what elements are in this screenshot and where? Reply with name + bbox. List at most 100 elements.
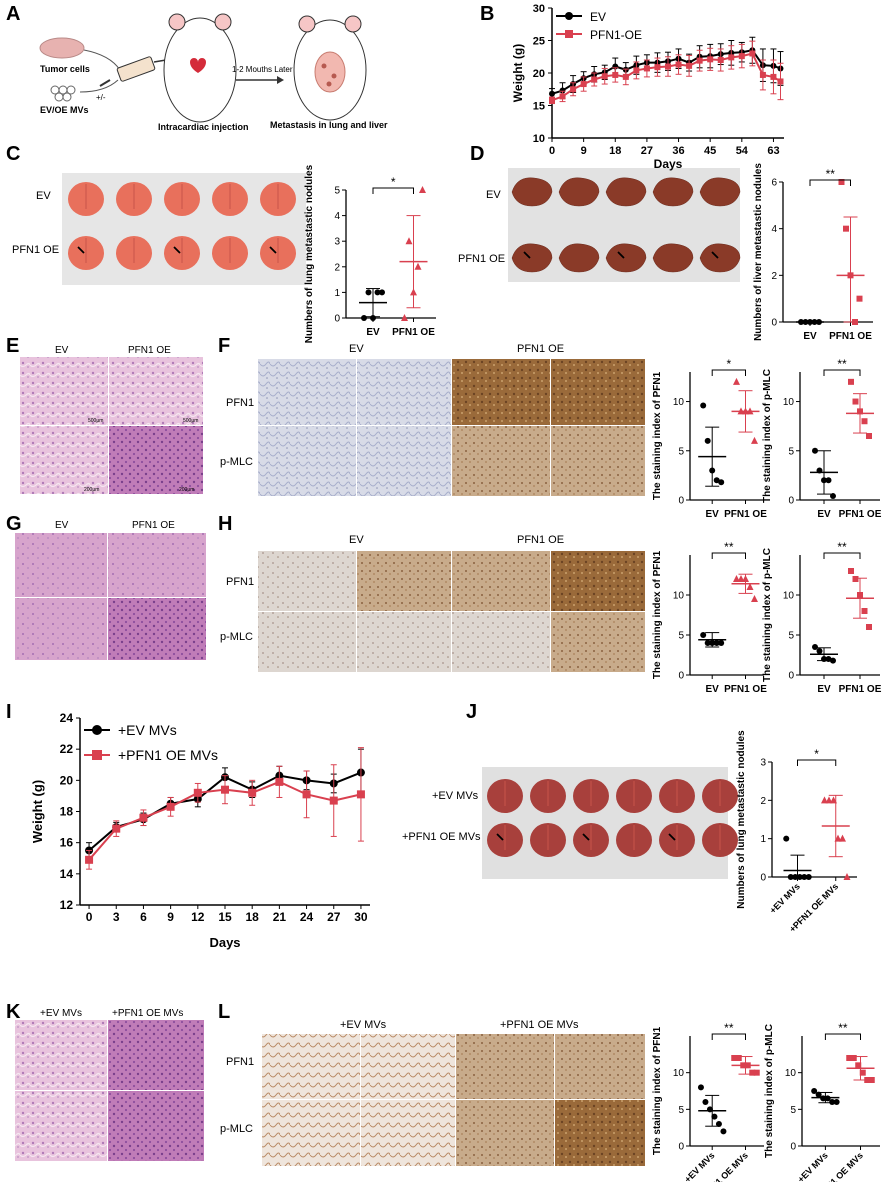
column-label-pfn1-oe: PFN1 OE	[132, 520, 175, 531]
data-point	[850, 1055, 857, 1061]
data-point	[749, 1069, 756, 1076]
data-point	[675, 61, 682, 68]
x-tick-label: 27	[641, 145, 653, 157]
y-axis-label: Numbers of lung metastastic nodules	[304, 164, 315, 343]
nodule-arrow-icon	[496, 833, 504, 841]
row-label-ev: EV	[486, 189, 501, 201]
data-point	[248, 788, 257, 797]
data-point	[559, 87, 566, 94]
liver-specimens	[511, 177, 741, 273]
ihc-image	[456, 1100, 554, 1166]
data-point	[711, 1113, 718, 1120]
petri-dish-icon	[39, 37, 85, 59]
x-tick-label: 15	[218, 910, 232, 924]
he-image	[20, 357, 108, 425]
data-point	[843, 873, 851, 880]
x-tick-label: EV	[803, 331, 817, 342]
column-label-pfn1-oe: PFN1 OE	[128, 345, 171, 356]
data-point	[852, 398, 859, 405]
liver-specimen	[558, 243, 600, 273]
row-label-ev: EV	[36, 190, 51, 202]
column-label-ev: EV	[349, 534, 364, 546]
significance-bracket	[711, 552, 746, 559]
panel-label-k: K	[6, 1001, 21, 1023]
data-point	[749, 50, 756, 57]
y-tick-label: 10	[673, 591, 685, 602]
significance-bracket	[711, 369, 746, 376]
panel-label-f: F	[218, 335, 230, 357]
data-point	[559, 93, 566, 100]
he-image	[108, 1091, 204, 1161]
nodule-arrow-icon	[523, 251, 531, 259]
x-tick-label: PFN1 OE	[839, 684, 882, 695]
y-tick-label: 2	[760, 796, 766, 807]
significance-label: **	[837, 540, 847, 554]
x-tick-label: 36	[672, 145, 684, 157]
x-tick-label: 18	[246, 910, 260, 924]
row-label-pfn1-oe-mvs: +PFN1 OE MVs	[402, 831, 481, 843]
x-tick-label: 3	[113, 910, 120, 924]
ihc-image	[551, 359, 645, 425]
ihc-image	[258, 551, 356, 611]
he-image	[15, 533, 107, 597]
significance-label: **	[837, 357, 847, 371]
data-point	[812, 644, 818, 650]
y-tick-label: 16	[60, 836, 74, 850]
row-label-pfn1: PFN1	[226, 397, 254, 409]
connector-line	[79, 79, 119, 93]
nodule-arrow-icon	[617, 251, 625, 259]
x-tick-label: 6	[140, 910, 147, 924]
nodule-arrow-icon	[77, 246, 85, 254]
x-tick-label: EV	[706, 684, 720, 695]
data-point	[654, 64, 661, 71]
legend-label: EV	[590, 10, 606, 24]
x-tick-label: EV	[817, 684, 831, 695]
x-tick-label: 27	[327, 910, 341, 924]
data-point	[811, 1088, 818, 1094]
y-tick-label: 0	[678, 1142, 684, 1153]
y-tick-label: 1	[760, 834, 766, 845]
data-point	[825, 477, 832, 484]
column-label-ev: EV	[349, 343, 364, 355]
column-label-pfn1-oe: PFN1 OE	[517, 343, 564, 355]
y-tick-label: 1	[334, 288, 340, 299]
panel-label-l: L	[218, 1001, 230, 1023]
data-point	[713, 477, 720, 484]
data-point	[839, 834, 846, 842]
liver-specimen	[558, 177, 600, 207]
column-label-ev-mvs: +EV MVs	[340, 1019, 387, 1031]
y-tick-label: 5	[678, 631, 684, 642]
row-label-pfn1-oe: PFN1 OE	[12, 244, 59, 256]
chart-f-pmlc: 0 5 10 EV PFN1 OE The staining index of p-MLC…	[762, 357, 882, 520]
ihc-image	[357, 612, 451, 672]
significance-bracket	[823, 552, 861, 559]
liver-specimen	[605, 177, 647, 207]
data-point	[275, 777, 284, 786]
y-tick-label: 20	[60, 773, 74, 787]
liver-specimen	[699, 243, 741, 273]
he-image	[15, 598, 107, 660]
column-label-ev-mvs: +EV MVs	[40, 1008, 82, 1019]
y-tick-label: 10	[785, 1068, 797, 1079]
x-tick-label: PFN1 OE	[724, 509, 767, 520]
ihc-image	[361, 1034, 455, 1099]
data-point	[715, 1121, 722, 1127]
ihc-images-panel-l: +EV MVs +PFN1 OE MVs PFN1 p-MLC	[220, 1019, 645, 1166]
data-point	[759, 71, 766, 78]
column-label-pfn1-oe: PFN1 OE	[517, 534, 564, 546]
data-point	[866, 624, 872, 630]
ihc-image	[452, 426, 550, 496]
data-point	[737, 575, 745, 582]
y-axis-label: Weight (g)	[511, 44, 525, 102]
y-tick-label: 30	[533, 3, 545, 15]
significance-bracket	[372, 187, 414, 194]
data-point	[733, 377, 740, 385]
x-axis-label: Days	[209, 935, 240, 950]
ev-oe-mvs-label: EV/OE MVs	[40, 105, 89, 115]
y-tick-label: 5	[678, 446, 684, 457]
y-tick-label: 10	[783, 397, 795, 408]
legend-marker	[565, 30, 573, 38]
lung-photo-panel-c: EV PFN1 OE	[12, 173, 306, 285]
ihc-image	[357, 359, 451, 425]
he-image	[108, 598, 206, 660]
